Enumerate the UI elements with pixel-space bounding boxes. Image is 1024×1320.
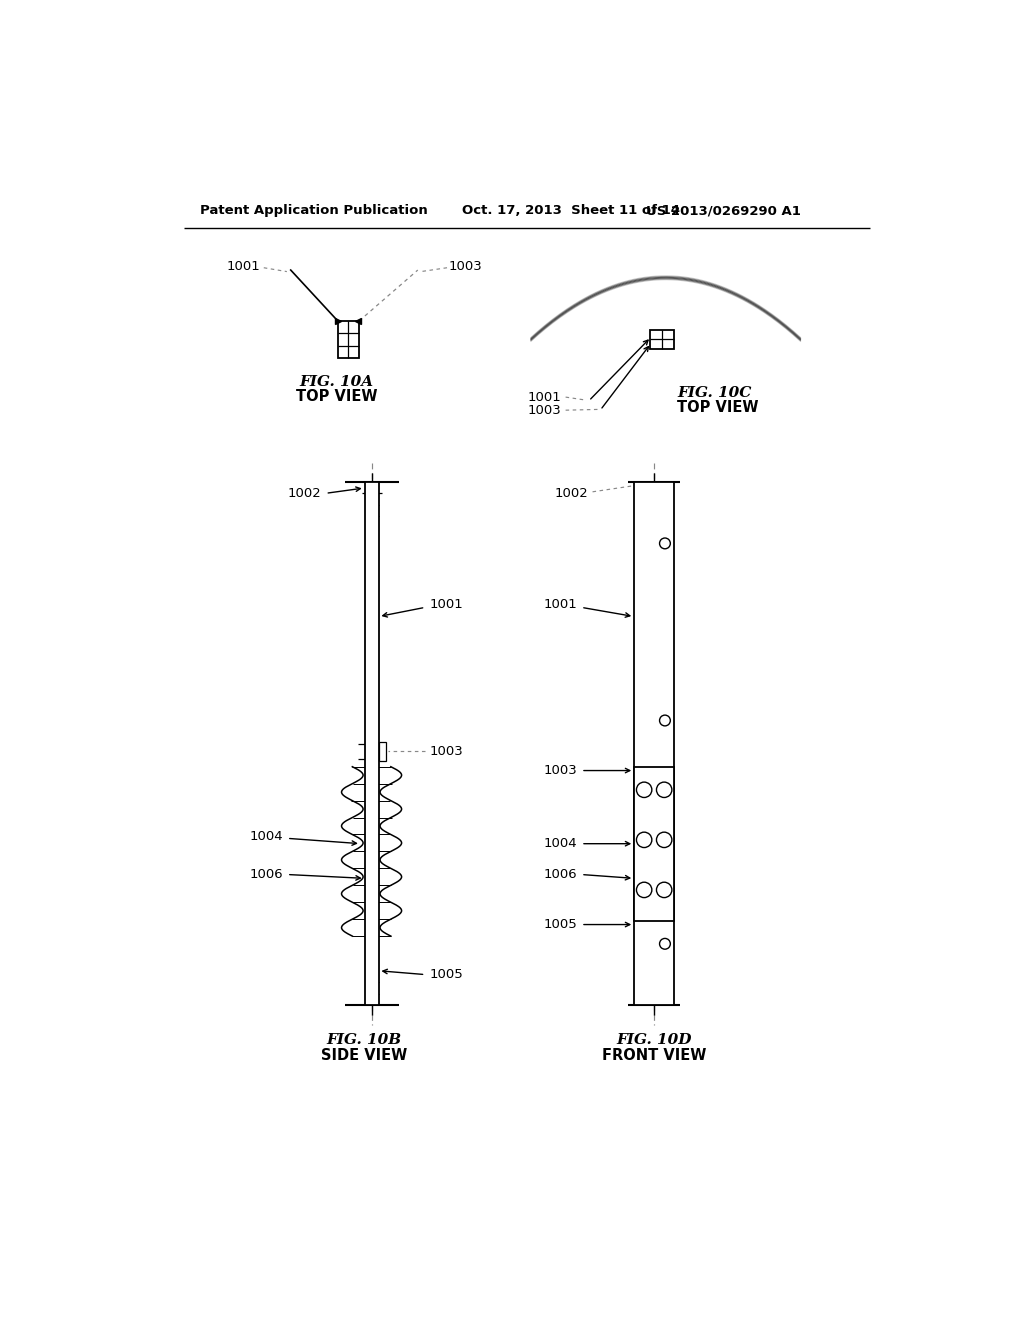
Circle shape xyxy=(637,832,652,847)
Circle shape xyxy=(637,882,652,898)
Text: FIG. 10B: FIG. 10B xyxy=(327,1034,401,1047)
Bar xyxy=(379,742,386,760)
Text: 1003: 1003 xyxy=(528,404,562,417)
Text: 1001: 1001 xyxy=(429,598,463,611)
Bar xyxy=(634,767,674,921)
Circle shape xyxy=(656,781,672,797)
Text: 1002: 1002 xyxy=(555,487,589,500)
Text: 1003: 1003 xyxy=(544,764,578,777)
Text: 1005: 1005 xyxy=(429,968,463,981)
Text: FIG. 10D: FIG. 10D xyxy=(616,1034,692,1047)
Bar xyxy=(634,482,674,1006)
Text: 1006: 1006 xyxy=(250,869,283,880)
Circle shape xyxy=(659,939,671,949)
Bar xyxy=(649,330,674,348)
Circle shape xyxy=(659,715,671,726)
Text: 1005: 1005 xyxy=(544,917,578,931)
Text: 1001: 1001 xyxy=(226,260,260,273)
Text: 1002: 1002 xyxy=(288,487,322,500)
Bar xyxy=(365,482,379,1006)
Text: FIG. 10C: FIG. 10C xyxy=(677,387,752,400)
Text: 1001: 1001 xyxy=(528,391,562,404)
Circle shape xyxy=(656,832,672,847)
Circle shape xyxy=(659,539,671,549)
Bar xyxy=(338,321,359,358)
Text: 1003: 1003 xyxy=(449,260,482,273)
Text: FIG. 10A: FIG. 10A xyxy=(300,375,374,389)
Text: 1006: 1006 xyxy=(544,869,578,880)
Text: US 2013/0269290 A1: US 2013/0269290 A1 xyxy=(646,205,802,218)
Text: TOP VIEW: TOP VIEW xyxy=(296,389,378,404)
Text: 1004: 1004 xyxy=(250,829,283,842)
Text: TOP VIEW: TOP VIEW xyxy=(677,400,759,414)
Text: 1003: 1003 xyxy=(429,744,463,758)
Text: Patent Application Publication: Patent Application Publication xyxy=(200,205,428,218)
Text: SIDE VIEW: SIDE VIEW xyxy=(321,1048,407,1063)
Text: FRONT VIEW: FRONT VIEW xyxy=(602,1048,707,1063)
Text: Oct. 17, 2013  Sheet 11 of 14: Oct. 17, 2013 Sheet 11 of 14 xyxy=(462,205,680,218)
Text: 1001: 1001 xyxy=(544,598,578,611)
Text: 1004: 1004 xyxy=(544,837,578,850)
Circle shape xyxy=(637,781,652,797)
Circle shape xyxy=(656,882,672,898)
